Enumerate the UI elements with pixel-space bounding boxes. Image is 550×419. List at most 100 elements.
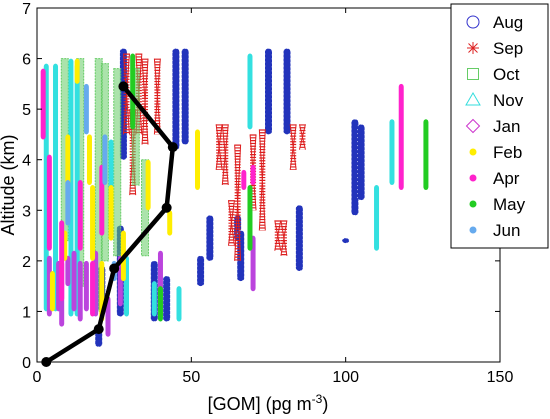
data-bar (289, 124, 297, 170)
legend-entry-may: May (469, 195, 526, 214)
data-bar (90, 260, 96, 317)
data-bar (71, 250, 77, 312)
legend-entry-oct: Oct (467, 65, 520, 84)
data-bar (77, 179, 83, 251)
data-bar (123, 53, 131, 135)
profile-line (45, 84, 176, 364)
data-bar (374, 185, 380, 251)
profile-point (118, 81, 129, 92)
legend-marker (469, 226, 477, 234)
data-bar (283, 48, 291, 135)
axis-ticks: 0 50 100 150 0 1 2 3 4 5 6 7 (22, 1, 513, 386)
data-bar (250, 164, 256, 185)
series-may (130, 53, 429, 322)
data-bar (46, 154, 52, 251)
data-bar (176, 286, 182, 322)
data-bar (59, 220, 65, 302)
y-tick-label: 0 (22, 355, 31, 372)
legend-marker (467, 42, 479, 54)
x-axis-label: [GOM] (pg m-3) (208, 392, 329, 414)
data-bar (264, 48, 273, 135)
data-bar (83, 83, 89, 135)
data-bar (247, 53, 253, 130)
legend-label: Jun (493, 221, 520, 240)
x-tick-label: 150 (487, 369, 514, 386)
legend-marker (469, 148, 477, 156)
legend-label: Oct (493, 65, 520, 84)
y-tick-label: 1 (22, 304, 31, 321)
profile-point (109, 263, 120, 274)
legend: Aug Sep Oct Nov Jan Feb Apr May Jun (450, 3, 549, 249)
profile-point (93, 324, 104, 335)
data-bar (341, 237, 350, 244)
x-tick-label: 50 (182, 369, 200, 386)
legend-marker (466, 15, 480, 29)
data-bar (130, 53, 136, 130)
data-bar (86, 134, 92, 185)
data-bar (423, 119, 429, 191)
data-bar (153, 58, 161, 135)
data-bar (131, 68, 140, 186)
profile-series (41, 81, 178, 367)
data-bar (274, 220, 282, 251)
legend-marker (469, 174, 477, 182)
data-bar (157, 286, 163, 322)
y-tick-label: 4 (22, 153, 31, 170)
data-bar (145, 159, 151, 211)
legend-label: Feb (493, 143, 522, 162)
y-axis-label: Altitude (km) (0, 134, 18, 235)
profile-point (161, 202, 172, 213)
data-bar (389, 119, 395, 185)
data-bar (206, 215, 214, 262)
y-tick-label: 7 (22, 1, 31, 18)
data-bar (167, 210, 173, 236)
data-bar (102, 134, 108, 185)
legend-label: Apr (493, 169, 520, 188)
y-tick-label: 3 (22, 203, 31, 220)
data-bar (241, 169, 247, 191)
data-bar (90, 185, 96, 261)
data-bar (49, 270, 55, 312)
data-bar (162, 275, 171, 322)
data-bar (234, 144, 242, 261)
data-bar (298, 124, 306, 150)
legend-entry-sep: Sep (467, 39, 523, 58)
data-bar (83, 260, 89, 312)
data-bar (280, 220, 288, 256)
data-bar (196, 255, 205, 287)
y-tick-label: 6 (22, 52, 31, 69)
data-bar (227, 200, 235, 246)
data-bar (295, 204, 304, 272)
data-bar (65, 179, 71, 226)
legend-entry-nov: Nov (465, 91, 524, 110)
x-tick-label: 0 (33, 369, 42, 386)
series-sep (123, 53, 306, 261)
data-bar (65, 134, 71, 185)
data-bar (151, 281, 157, 317)
data-bar (195, 129, 201, 191)
x-tick-label: 100 (332, 369, 359, 386)
data-bar (247, 185, 253, 251)
legend-label: Nov (493, 91, 524, 110)
legend-entry-jun: Jun (469, 221, 520, 240)
data-bar (74, 58, 80, 84)
legend-entry-aug: Aug (466, 13, 523, 32)
data-bar (141, 58, 149, 145)
legend-label: Aug (493, 13, 523, 32)
series-apr (40, 68, 404, 317)
legend-marker (465, 118, 481, 134)
data-bar (215, 124, 223, 170)
plot-area (40, 48, 429, 367)
y-tick-label: 2 (22, 254, 31, 271)
data-bar (53, 63, 59, 312)
data-bar (172, 48, 180, 150)
data-bar (108, 185, 114, 241)
data-bar (181, 48, 189, 145)
series-jun (65, 83, 117, 282)
profile-point (167, 142, 178, 153)
legend-entry-feb: Feb (469, 143, 522, 162)
y-tick-label: 5 (22, 102, 31, 119)
data-bar (398, 83, 404, 191)
legend-marker (465, 92, 481, 106)
